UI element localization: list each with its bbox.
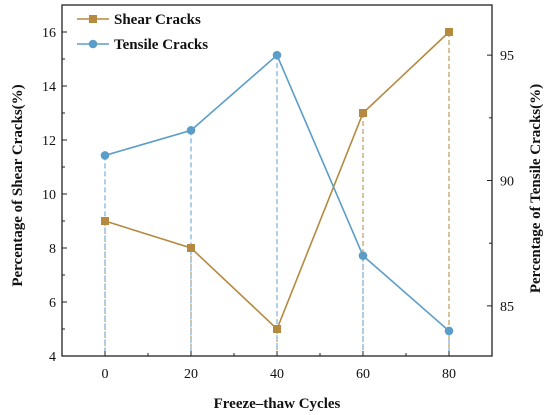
- legend-tensile-label: Tensile Cracks: [114, 37, 208, 53]
- y-tick-label: 10: [42, 188, 56, 203]
- tensile-cracks-point: [444, 326, 454, 336]
- x-tick-label: 40: [270, 367, 284, 382]
- tensile-cracks-point: [272, 50, 282, 60]
- x-tick-label: 0: [102, 367, 109, 382]
- y2-tick-label: 90: [500, 175, 514, 190]
- shear-cracks-point: [445, 28, 453, 36]
- shear-cracks-point: [101, 217, 109, 225]
- x-tick-label: 80: [442, 367, 456, 382]
- x-tick-label: 20: [184, 367, 198, 382]
- y-tick-label: 12: [42, 134, 56, 149]
- y-tick-label: 6: [49, 296, 56, 311]
- x-tick-label: 60: [356, 367, 370, 382]
- legend: Shear Cracks Tensile Cracks: [77, 12, 208, 53]
- axis-tick-labels: 0 20 40 60 80 4 6 8 10 12 14 16 85 90 95: [42, 26, 514, 382]
- y2-tick-label: 85: [500, 300, 514, 315]
- tensile-cracks-point: [186, 126, 196, 135]
- shear-cracks-point: [273, 325, 281, 333]
- y-tick-label: 14: [42, 80, 56, 95]
- y-tick-label: 16: [42, 26, 56, 41]
- y-tick-label: 8: [49, 242, 56, 257]
- legend-item-tensile-cracks: Tensile Cracks: [77, 37, 208, 53]
- legend-tensile-marker: [88, 39, 98, 49]
- left-y-axis-title: Percentage of Shear Cracks(%): [10, 84, 26, 286]
- legend-item-shear-cracks: Shear Cracks: [77, 12, 201, 28]
- axis-ticks: [61, 31, 493, 357]
- right-y-axis-title: Percentage of Tensile Cracks(%): [528, 84, 544, 293]
- tensile-cracks-point: [100, 151, 110, 160]
- y2-tick-label: 95: [500, 49, 514, 64]
- drop-lines: [104, 32, 450, 356]
- x-axis-title: Freeze–thaw Cycles: [214, 396, 341, 412]
- shear-cracks-point: [359, 109, 367, 117]
- legend-shear-marker: [89, 15, 97, 23]
- shear-cracks-line: [104, 31, 450, 331]
- series-lines: [104, 31, 450, 332]
- y-tick-label: 4: [49, 350, 56, 365]
- shear-cracks-point: [187, 244, 195, 252]
- tensile-cracks-point: [358, 251, 368, 261]
- legend-shear-label: Shear Cracks: [114, 12, 201, 28]
- series-markers: [100, 28, 454, 336]
